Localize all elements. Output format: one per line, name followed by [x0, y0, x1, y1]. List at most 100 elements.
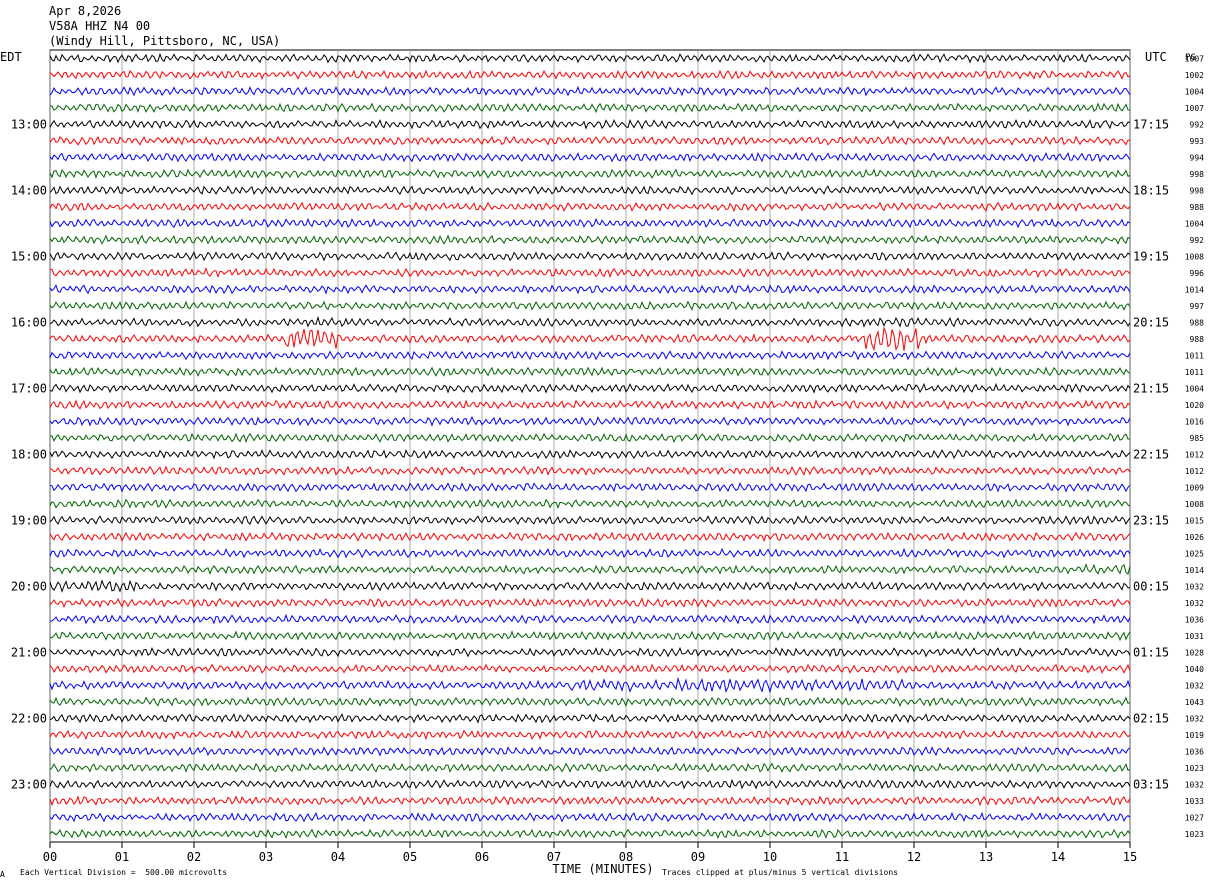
- trace-line: [49, 315, 1131, 328]
- left-hour-label: 22:00: [11, 711, 47, 725]
- row-value-label: 1008: [1185, 500, 1204, 509]
- trace-line: [49, 399, 1131, 410]
- right-timezone-label: UTC: [1145, 50, 1167, 64]
- row-value-label: 1023: [1185, 830, 1204, 839]
- trace-line: [49, 251, 1131, 262]
- left-hour-label: 19:00: [11, 513, 47, 527]
- row-value-label: 1033: [1185, 797, 1204, 806]
- trace-line: [49, 630, 1131, 642]
- trace-line: [49, 382, 1131, 394]
- row-value-label: 1043: [1185, 698, 1204, 707]
- row-value-label: 988: [1190, 318, 1205, 327]
- row-value-label: 992: [1190, 120, 1205, 129]
- right-hour-label: 00:15: [1133, 579, 1169, 593]
- trace-line: [49, 69, 1131, 80]
- trace-line: [49, 52, 1131, 64]
- x-tick-label: 03: [259, 850, 273, 864]
- left-hour-label: 14:00: [11, 183, 47, 197]
- trace-line: [49, 713, 1131, 724]
- trace-line: [49, 579, 1131, 593]
- trace-line: [49, 85, 1131, 97]
- x-axis-title: TIME (MINUTES): [552, 862, 653, 876]
- trace-line: [49, 350, 1131, 361]
- left-hour-label: 15:00: [11, 249, 47, 263]
- trace-line: [49, 597, 1131, 609]
- x-tick-label: 04: [331, 850, 345, 864]
- trace-line: [49, 646, 1131, 658]
- row-value-label: 1008: [1185, 252, 1204, 261]
- row-value-label: 1032: [1185, 714, 1204, 723]
- right-hour-label: 01:15: [1133, 645, 1169, 659]
- trace-line: [49, 118, 1131, 130]
- right-hour-label: 03:15: [1133, 777, 1169, 791]
- trace-line: [49, 676, 1131, 694]
- x-tick-label: 06: [475, 850, 489, 864]
- date-label: Apr 8,2026: [49, 4, 122, 18]
- row-value-label: 1023: [1185, 764, 1204, 773]
- trace-line: [49, 498, 1131, 509]
- x-tick-label: 00: [43, 850, 57, 864]
- row-value-label: 1007: [1185, 54, 1204, 63]
- trace-line: [49, 762, 1131, 773]
- trace-line: [49, 168, 1131, 179]
- row-value-label: 1032: [1185, 780, 1204, 789]
- x-tick-label: 09: [691, 850, 705, 864]
- station-label: V58A HHZ N4 00: [49, 19, 151, 33]
- row-value-label: 998: [1190, 186, 1205, 195]
- row-value-label: 1019: [1185, 731, 1204, 740]
- row-value-label: 988: [1190, 203, 1205, 212]
- scale-note: Each Vertical Division = 500.00 microvol…: [20, 868, 228, 877]
- right-hour-label: 22:15: [1133, 447, 1169, 461]
- x-tick-label: 13: [979, 850, 993, 864]
- trace-line: [50, 102, 1131, 114]
- right-hour-label: 23:15: [1133, 513, 1169, 527]
- trace-line: [49, 563, 1131, 576]
- trace-line: [49, 366, 1131, 377]
- right-hour-label: 18:15: [1133, 183, 1169, 197]
- trace-line: [49, 514, 1131, 526]
- row-value-label: 1004: [1185, 87, 1204, 96]
- trace-line: [49, 482, 1131, 493]
- trace-line: [49, 284, 1131, 295]
- row-value-label: 1002: [1185, 71, 1204, 80]
- trace-line: [49, 811, 1131, 823]
- row-value-label: 1040: [1185, 665, 1204, 674]
- trace-line: [49, 449, 1131, 460]
- right-hour-label: 19:15: [1133, 249, 1169, 263]
- chart-grid: [49, 49, 1131, 848]
- trace-line: [49, 531, 1131, 543]
- row-value-label: 1031: [1185, 632, 1204, 641]
- x-tick-label: 14: [1051, 850, 1065, 864]
- row-value-label: 1012: [1185, 450, 1204, 459]
- row-value-label: 1032: [1185, 599, 1204, 608]
- trace-line: [49, 135, 1131, 146]
- trace-line: [49, 746, 1131, 757]
- row-value-label: 1015: [1185, 516, 1204, 525]
- x-tick-label: 15: [1123, 850, 1137, 864]
- row-value-label: 1025: [1185, 549, 1204, 558]
- pg-label: PG: [1185, 53, 1196, 63]
- trace-line: [49, 613, 1131, 625]
- x-tick-label: 05: [403, 850, 417, 864]
- x-tick-label: 11: [835, 850, 849, 864]
- row-value-label: 1004: [1185, 384, 1204, 393]
- row-value-label: 992: [1190, 236, 1205, 245]
- row-value-label: 985: [1190, 434, 1205, 443]
- row-value-label: 1028: [1185, 648, 1204, 657]
- row-value-label: 1026: [1185, 533, 1204, 542]
- row-value-label: 1032: [1185, 681, 1204, 690]
- plot-frame: [49, 49, 1131, 843]
- row-value-label: 1027: [1185, 813, 1204, 822]
- row-value-label: 1012: [1185, 467, 1204, 476]
- trace-line: [49, 432, 1131, 444]
- row-value-label: 1014: [1185, 285, 1204, 294]
- row-value-label: 1032: [1185, 582, 1204, 591]
- trace-line: [49, 217, 1131, 229]
- trace-line: [49, 696, 1131, 708]
- row-value-label: 1011: [1185, 368, 1204, 377]
- trace-line: [49, 729, 1131, 741]
- x-tick-label: 07: [547, 850, 561, 864]
- left-hour-label: 16:00: [11, 315, 47, 329]
- clip-note: Traces clipped at plus/minus 5 vertical …: [662, 868, 899, 877]
